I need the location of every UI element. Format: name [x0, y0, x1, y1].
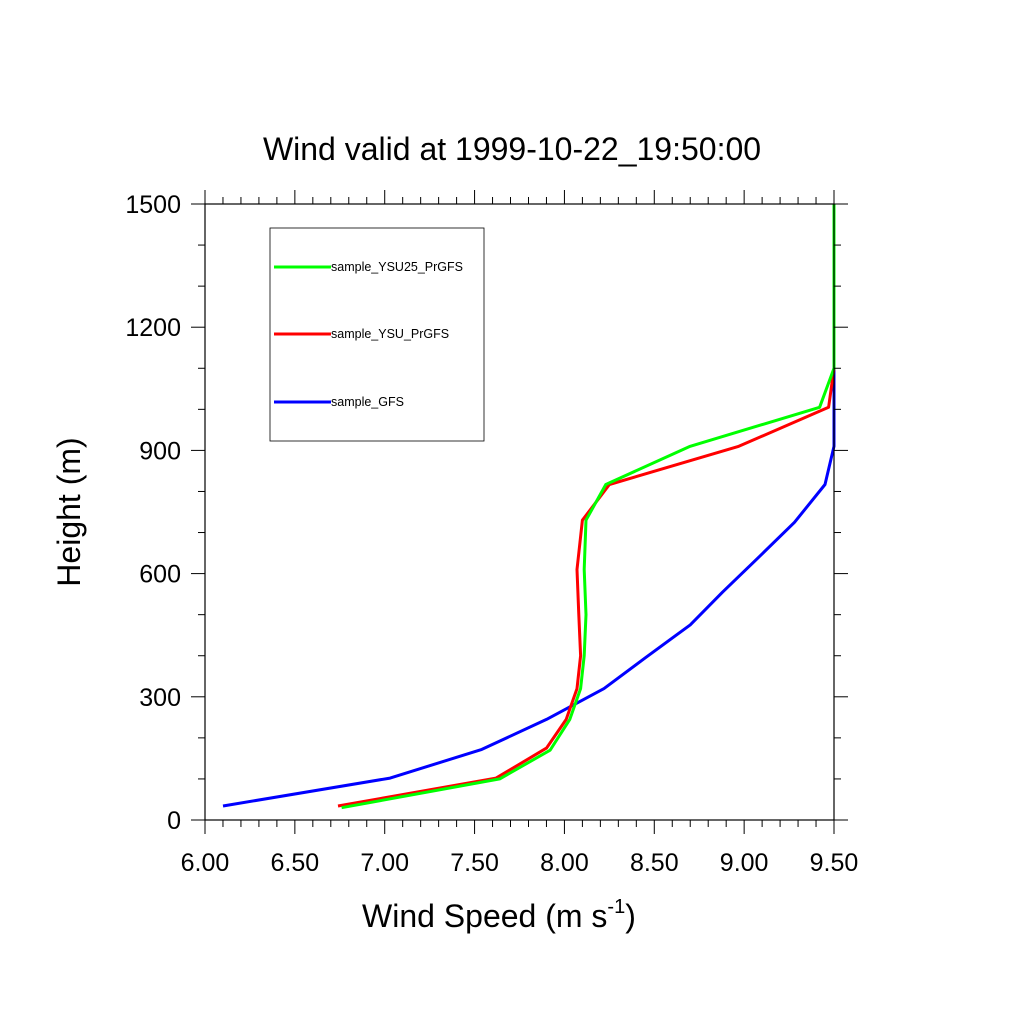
- x-tick-label: 9.00: [720, 849, 769, 877]
- legend-label: sample_YSU_PrGFS: [331, 327, 449, 341]
- x-tick-label: 8.00: [540, 849, 589, 877]
- series-line-sample_YSU25_PrGFS: [341, 204, 836, 810]
- x-axis-label: Wind Speed (m s-1): [362, 896, 636, 934]
- x-tick-label: 7.00: [360, 849, 409, 877]
- y-axis-label: Height (m): [51, 437, 87, 586]
- y-tick-label: 600: [139, 561, 181, 589]
- x-tick-label: 7.50: [450, 849, 499, 877]
- y-tick-label: 1500: [125, 191, 181, 219]
- y-tick-label: 1200: [125, 314, 181, 342]
- x-tick-label: 8.50: [630, 849, 679, 877]
- tick-labels-layer: 6.00 6.50 7.00 7.50 8.00 8.50 9.00 9.50 0 300 600 9…: [125, 191, 858, 877]
- plot-frame: [204, 203, 835, 821]
- x-axis-label-main: Wind Speed (m s: [362, 898, 607, 934]
- y-tick-label: 300: [139, 684, 181, 712]
- y-tick-label: 900: [139, 437, 181, 465]
- y-tick-label: 0: [167, 807, 181, 835]
- x-tick-label: 6.00: [181, 849, 230, 877]
- legend-entries: sample_YSU25_PrGFS sample_YSU_PrGFSsample…: [274, 260, 463, 409]
- ticks-layer: [191, 190, 848, 834]
- x-tick-label: 9.50: [810, 849, 859, 877]
- series-line-sample_YSU_PrGFS: [337, 204, 836, 808]
- chart-title: Wind valid at 1999-10-22_19:50:00: [263, 131, 761, 167]
- legend-label: sample_GFS: [331, 395, 404, 409]
- x-axis-label-superscript: -1: [607, 896, 625, 918]
- x-tick-label: 6.50: [271, 849, 320, 877]
- x-axis-label-close: ): [625, 898, 636, 934]
- legend: sample_YSU25_PrGFS sample_YSU_PrGFSsample…: [269, 227, 485, 442]
- legend-label: sample_YSU25_PrGFS: [331, 260, 463, 274]
